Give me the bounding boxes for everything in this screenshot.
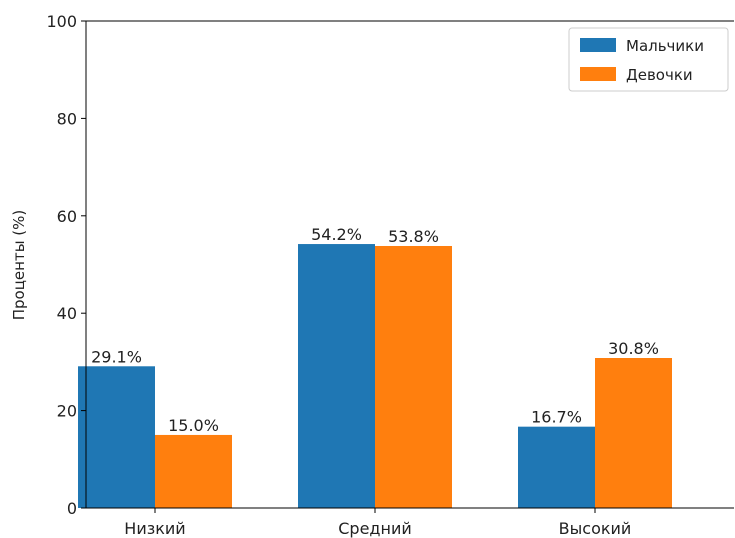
data-label-series-1-0: 15.0%	[168, 416, 219, 435]
x-tick-label-1: Средний	[338, 519, 412, 538]
data-label-series-1-2: 30.8%	[608, 339, 659, 358]
bar-series-0-2	[518, 426, 595, 508]
bar-series-1-1	[375, 245, 452, 508]
y-tick-label-5: 100	[46, 12, 77, 31]
bar-series-1-0	[155, 434, 232, 508]
y-tick-label-0: 0	[67, 499, 77, 518]
bar-series-0-0	[78, 366, 155, 508]
x-tick-label-0: Низкий	[124, 519, 185, 538]
y-tick-label-3: 60	[57, 207, 77, 226]
data-label-series-1-1: 53.8%	[388, 227, 439, 246]
y-axis-label: Проценты (%)	[10, 210, 28, 321]
data-label-series-0-1: 54.2%	[311, 225, 362, 244]
legend-label-series-0: Мальчики	[626, 37, 704, 55]
y-tick-label-1: 20	[57, 402, 77, 421]
legend-label-series-1: Девочки	[626, 66, 693, 84]
data-label-series-0-2: 16.7%	[531, 408, 582, 427]
legend-swatch-series-0	[580, 38, 616, 52]
data-label-series-0-0: 29.1%	[91, 347, 142, 366]
legend-swatch-series-1	[580, 67, 616, 81]
bar-series-0-1	[298, 244, 375, 508]
bar-series-1-2	[595, 358, 672, 508]
y-tick-label-4: 80	[57, 109, 77, 128]
plot-area: 29.1% 54.2% 16.7% 15.0% 53.8% 30.8% 0 20 40 60 80 1…	[46, 12, 734, 538]
y-tick-label-2: 40	[57, 304, 77, 323]
x-tick-label-2: Высокий	[559, 519, 632, 538]
legend: Мальчики Девочки	[568, 27, 729, 92]
